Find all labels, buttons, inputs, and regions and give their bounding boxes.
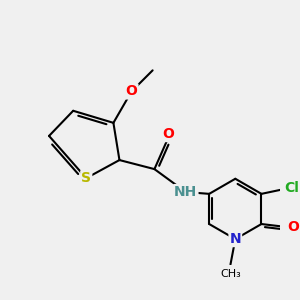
Text: N: N — [230, 232, 241, 246]
Text: Cl: Cl — [284, 181, 299, 195]
Text: O: O — [287, 220, 299, 234]
Text: CH₃: CH₃ — [220, 269, 241, 279]
Text: O: O — [162, 127, 174, 141]
Text: O: O — [126, 85, 137, 98]
Text: NH: NH — [174, 185, 197, 199]
Text: S: S — [81, 171, 91, 185]
